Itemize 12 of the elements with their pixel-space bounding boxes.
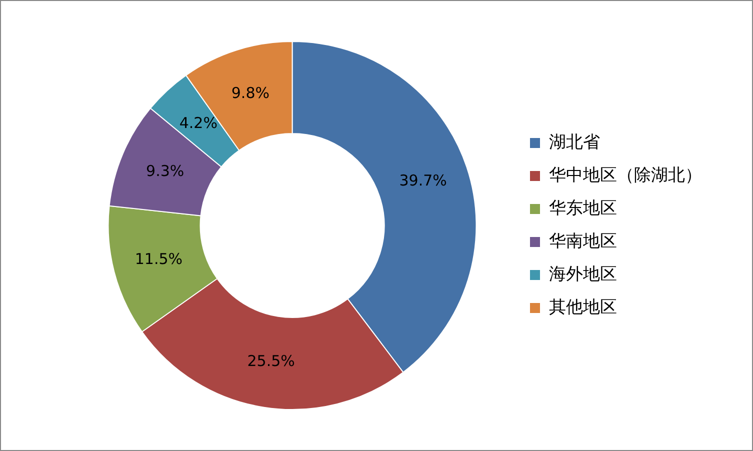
data-label: 4.2%: [179, 114, 218, 132]
data-label: 9.8%: [231, 84, 270, 102]
legend-label: 其他地区: [549, 297, 617, 318]
legend-label: 湖北省: [549, 132, 600, 152]
legend-label: 华南地区: [549, 231, 617, 252]
legend-label: 海外地区: [549, 264, 617, 284]
legend-label: 华东地区: [549, 198, 617, 218]
data-label: 11.5%: [134, 250, 183, 268]
data-label: 39.7%: [399, 172, 447, 190]
data-label: 9.3%: [146, 162, 184, 180]
legend-label: 华中地区（除湖北）: [549, 165, 702, 186]
data-label: 25.5%: [247, 352, 295, 370]
